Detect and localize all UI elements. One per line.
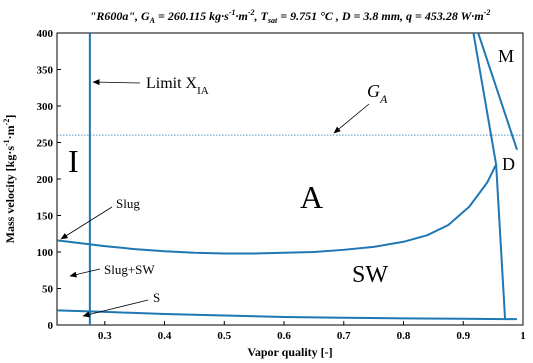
y-tick-label: 250 (37, 138, 54, 150)
chart-title: "R600a", GA = 260.115 kg·s-1·m-2, Tsat =… (90, 8, 491, 25)
x-tick-label: 0.4 (158, 330, 172, 342)
region-label-i: I (68, 143, 79, 179)
x-tick-label: 0.7 (337, 330, 351, 342)
y-tick-label: 150 (37, 211, 54, 223)
region-label-a: A (300, 179, 323, 215)
y-tick-label: 350 (37, 65, 54, 77)
slug-sw-arrow (69, 268, 101, 278)
y-axis-label: Mass velocity [kg·s-1·m-2] (2, 115, 17, 244)
series-mist-right (477, 33, 518, 151)
y-tick-label: 100 (37, 247, 54, 259)
region-label-sw: SW (352, 262, 388, 288)
series-mist-left (472, 33, 498, 165)
s-annotation: S (153, 290, 160, 305)
ga-arrow (333, 103, 370, 134)
x-tick-label: 1 (520, 330, 526, 342)
region-label-m: M (498, 46, 514, 66)
y-tick-label: 0 (48, 320, 54, 332)
slug-arrow (60, 206, 113, 240)
y-axis-ticks: 0 50 100 150 200 250 300 350 400 (37, 28, 61, 332)
series-sw-boundary (57, 309, 518, 321)
x-tick-label: 0.5 (217, 330, 231, 342)
y-tick-label: 400 (37, 28, 54, 40)
y-tick-label: 200 (37, 174, 54, 186)
limit-xia-annotation: Limit XIA (146, 75, 209, 97)
y-tick-label: 50 (42, 284, 54, 296)
plot-frame (56, 32, 524, 326)
x-tick-label: 0.6 (277, 330, 291, 342)
slug-annotation: Slug (116, 196, 140, 211)
y-tick-label: 300 (37, 101, 54, 113)
region-label-d: D (502, 154, 515, 174)
x-axis-ticks: 0.3 0.4 0.5 0.6 0.7 0.8 0.9 1 (98, 321, 526, 342)
x-tick-label: 0.9 (456, 330, 470, 342)
x-tick-label: 0.8 (397, 330, 411, 342)
x-tick-label: 0.3 (98, 330, 112, 342)
limit-xia-arrow (92, 79, 141, 86)
series-dryout-boundary (495, 164, 507, 320)
series-group (57, 33, 523, 325)
s-arrow (82, 299, 149, 318)
series-slug-sw-boundary (57, 163, 498, 255)
x-axis-label: Vapor quality [-] (247, 345, 332, 359)
slug-sw-annotation: Slug+SW (104, 262, 155, 277)
ga-annotation: GA (367, 81, 388, 106)
